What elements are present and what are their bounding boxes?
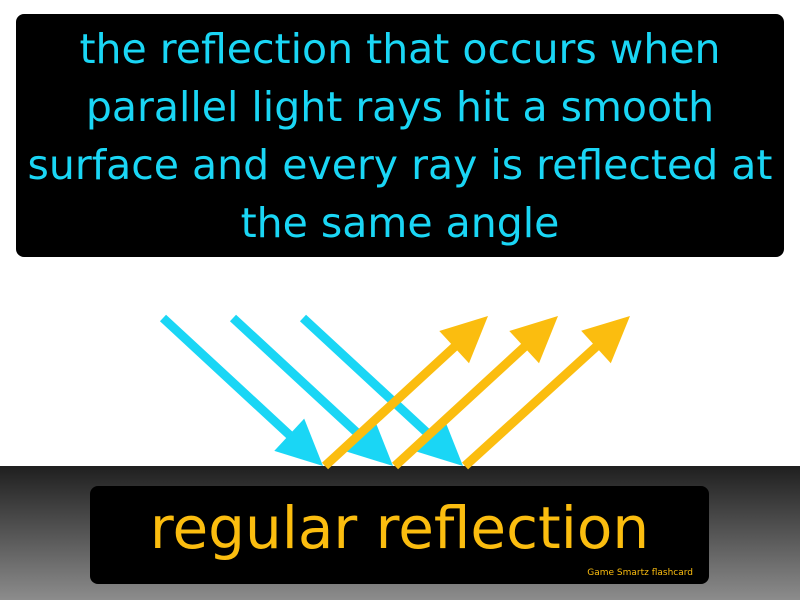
incident-ray-1-head xyxy=(274,418,323,466)
reflected-ray-3-head xyxy=(581,316,630,364)
incident-ray-2-head xyxy=(344,418,393,466)
reflected-ray-3-shaft xyxy=(461,342,601,470)
reflected-ray-3 xyxy=(461,316,630,470)
reflected-ray-2 xyxy=(391,316,558,470)
incident-ray-1 xyxy=(159,314,323,466)
definition-text: the reflection that occurs when parallel… xyxy=(27,24,773,247)
term-box: regular reflection Game Smartz flashcard xyxy=(90,486,709,584)
reflected-rays xyxy=(321,316,630,470)
incident-ray-3-head xyxy=(414,418,463,466)
term-title: regular reflection xyxy=(149,494,650,562)
incident-ray-2 xyxy=(229,314,393,466)
incident-ray-3 xyxy=(299,314,463,466)
reflected-ray-1-shaft xyxy=(321,342,459,470)
brand-label: Game Smartz flashcard xyxy=(587,568,693,578)
incident-ray-1-shaft xyxy=(159,314,294,440)
reflected-ray-2-head xyxy=(509,316,558,364)
incident-ray-3-shaft xyxy=(299,314,434,440)
incident-rays xyxy=(159,314,463,466)
definition-box: the reflection that occurs when parallel… xyxy=(16,14,784,257)
reflected-ray-1 xyxy=(321,316,488,470)
reflected-ray-1-head xyxy=(439,316,488,364)
reflected-ray-2-shaft xyxy=(391,342,529,470)
incident-ray-2-shaft xyxy=(229,314,364,440)
